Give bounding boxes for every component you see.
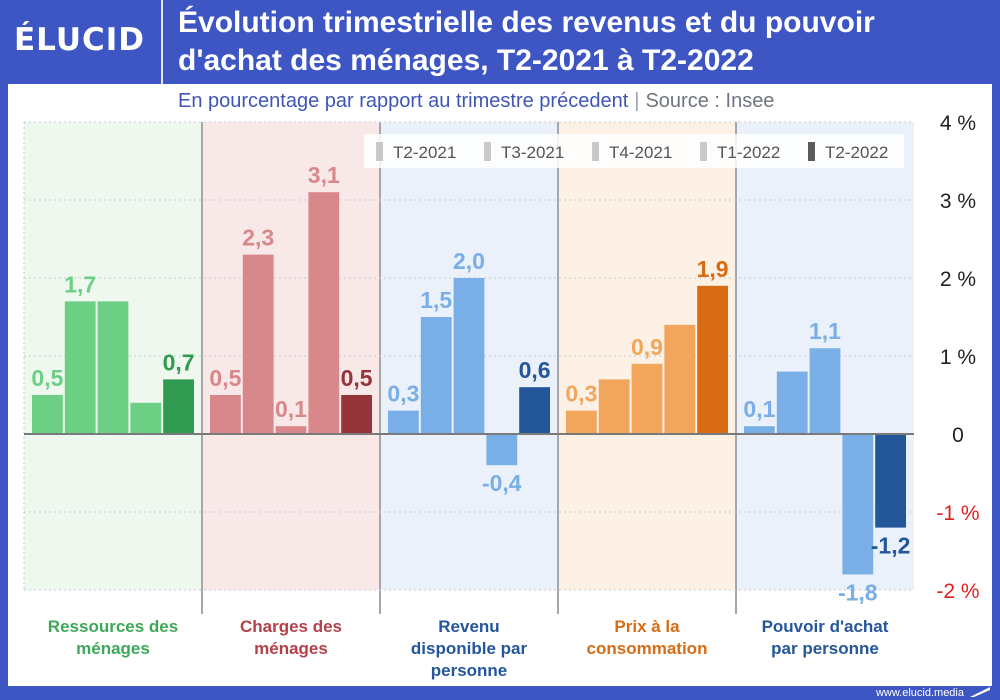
category-label-2-line-2: ménages	[254, 639, 328, 658]
legend-swatch-4	[700, 142, 707, 161]
value-label-g4-q5: 1,9	[697, 256, 729, 282]
y-tick-label-3: 2 %	[940, 268, 976, 291]
legend-label-1: T2-2021	[393, 143, 456, 162]
elucid-flag-icon	[970, 687, 990, 697]
category-label-1: Ressources des ménages	[24, 616, 202, 660]
category-label-1-line-2: ménages	[76, 639, 150, 658]
category-label-4-line-2: consommation	[586, 639, 708, 658]
elucid-logo: ÉLUCID	[14, 22, 146, 58]
subtitle-text: En pourcentage par rapport au trimestre …	[178, 90, 629, 112]
bar-g5-q5	[875, 434, 906, 528]
header-divider	[161, 0, 163, 84]
category-label-4: Prix à la consommation	[558, 616, 736, 660]
subtitle-separator: |	[634, 90, 640, 112]
chart-title-line-1: Évolution trimestrielle des revenus et d…	[178, 6, 875, 39]
category-label-4-line-1: Prix à la	[614, 617, 680, 636]
bar-g1-q4	[130, 402, 162, 434]
category-label-5-line-2: par personne	[771, 639, 879, 658]
source-text: Source : Insee	[645, 90, 775, 112]
value-label-g2-q4: 3,1	[308, 162, 340, 188]
value-label-g5-q5: -1,2	[871, 533, 911, 559]
bar-g2-q5	[341, 395, 372, 434]
legend-swatch-2	[484, 142, 491, 161]
bar-g1-q1	[32, 395, 63, 434]
y-tick-label-1: 4 %	[940, 112, 976, 135]
bar-g5-q2	[776, 371, 808, 434]
value-label-g1-q5: 0,7	[163, 349, 195, 375]
bar-g2-q1	[210, 395, 241, 434]
footer-url: www.elucid.media	[875, 687, 964, 699]
legend-swatch-1	[376, 142, 383, 161]
legend-swatch-5	[808, 142, 815, 161]
category-label-3-line-2: disponible par	[410, 639, 528, 658]
category-label-3-line-3: personne	[430, 661, 508, 680]
value-label-g5-q1: 0,1	[743, 396, 775, 422]
chart-subtitle: En pourcentage par rapport au trimestre …	[178, 86, 978, 116]
category-label-2: Charges des ménages	[202, 616, 380, 660]
chart-panel: En pourcentage par rapport au trimestre …	[8, 84, 992, 686]
category-label-5-line-1: Pouvoir d'achat	[761, 617, 889, 636]
category-label-5: Pouvoir d'achat par personne	[736, 616, 914, 660]
bar-g4-q3	[631, 363, 663, 434]
value-label-g1-q1: 0,5	[31, 365, 63, 391]
bar-g3-q1	[388, 410, 419, 434]
category-label-1-line-1: Ressources des	[47, 617, 179, 636]
y-tick-label-5: 0	[952, 424, 964, 447]
value-label-g3-q2: 1,5	[420, 287, 452, 313]
legend-label-5: T2-2022	[825, 143, 888, 162]
chart-title-line-2: d'achat des ménages, T2-2021 à T2-2022	[178, 44, 754, 77]
y-tick-label-2: 3 %	[940, 190, 976, 213]
value-label-g5-q3: 1,1	[809, 318, 841, 344]
bar-g1-q3	[97, 301, 129, 434]
bar-g3-q4	[486, 434, 518, 466]
bar-g4-q4	[664, 324, 696, 434]
value-label-g3-q5: 0,6	[519, 357, 551, 383]
value-label-g1-q2: 1,7	[64, 271, 96, 297]
bar-g2-q3	[275, 426, 307, 434]
value-label-g3-q4: -0,4	[482, 470, 522, 496]
value-label-g2-q2: 2,3	[242, 225, 274, 251]
bar-g1-q2	[64, 301, 96, 434]
value-label-g2-q5: 0,5	[341, 365, 373, 391]
y-tick-label-4: 1 %	[940, 346, 976, 369]
bar-g3-q5	[519, 387, 550, 434]
value-label-g2-q1: 0,5	[209, 365, 241, 391]
category-label-3: Revenu disponible par personne	[380, 616, 558, 682]
bar-g1-q5	[163, 379, 194, 434]
header: ÉLUCID Évolution trimestrielle des reven…	[0, 0, 1000, 84]
value-label-g3-q3: 2,0	[453, 248, 485, 274]
legend-label-2: T3-2021	[501, 143, 564, 162]
y-tick-label-7: -2 %	[936, 580, 979, 603]
chart-title: Évolution trimestrielle des revenus et d…	[178, 4, 988, 80]
category-labels: Ressources des ménages Charges des ménages R…	[8, 614, 992, 684]
bar-g4-q5	[697, 285, 728, 434]
value-label-g3-q1: 0,3	[387, 381, 419, 407]
bar-g3-q3	[453, 278, 485, 434]
bar-g2-q4	[308, 192, 340, 434]
legend-swatch-3	[592, 142, 599, 161]
y-tick-label-6: -1 %	[936, 502, 979, 525]
value-label-g4-q3: 0,9	[631, 334, 663, 360]
legend-label-4: T1-2022	[717, 143, 780, 162]
value-label-g2-q3: 0,1	[275, 396, 307, 422]
bar-g4-q1	[566, 410, 597, 434]
bar-chart: T2-2021 T3-2021 T4-2021 T1-2022 T2-2022 0,5 1,…	[23, 112, 980, 614]
category-label-2-line-1: Charges des	[239, 617, 343, 636]
bar-g4-q2	[598, 379, 630, 434]
value-label-g5-q4: -1,8	[838, 579, 878, 605]
value-label-g4-q1: 0,3	[565, 381, 597, 407]
bar-g2-q2	[242, 254, 274, 434]
bar-g5-q3	[809, 348, 841, 434]
bar-g3-q2	[420, 317, 452, 434]
bar-g5-q1	[744, 426, 775, 434]
legend-label-3: T4-2021	[609, 143, 672, 162]
bar-g5-q4	[842, 434, 874, 575]
category-label-3-line-1: Revenu	[438, 617, 500, 636]
